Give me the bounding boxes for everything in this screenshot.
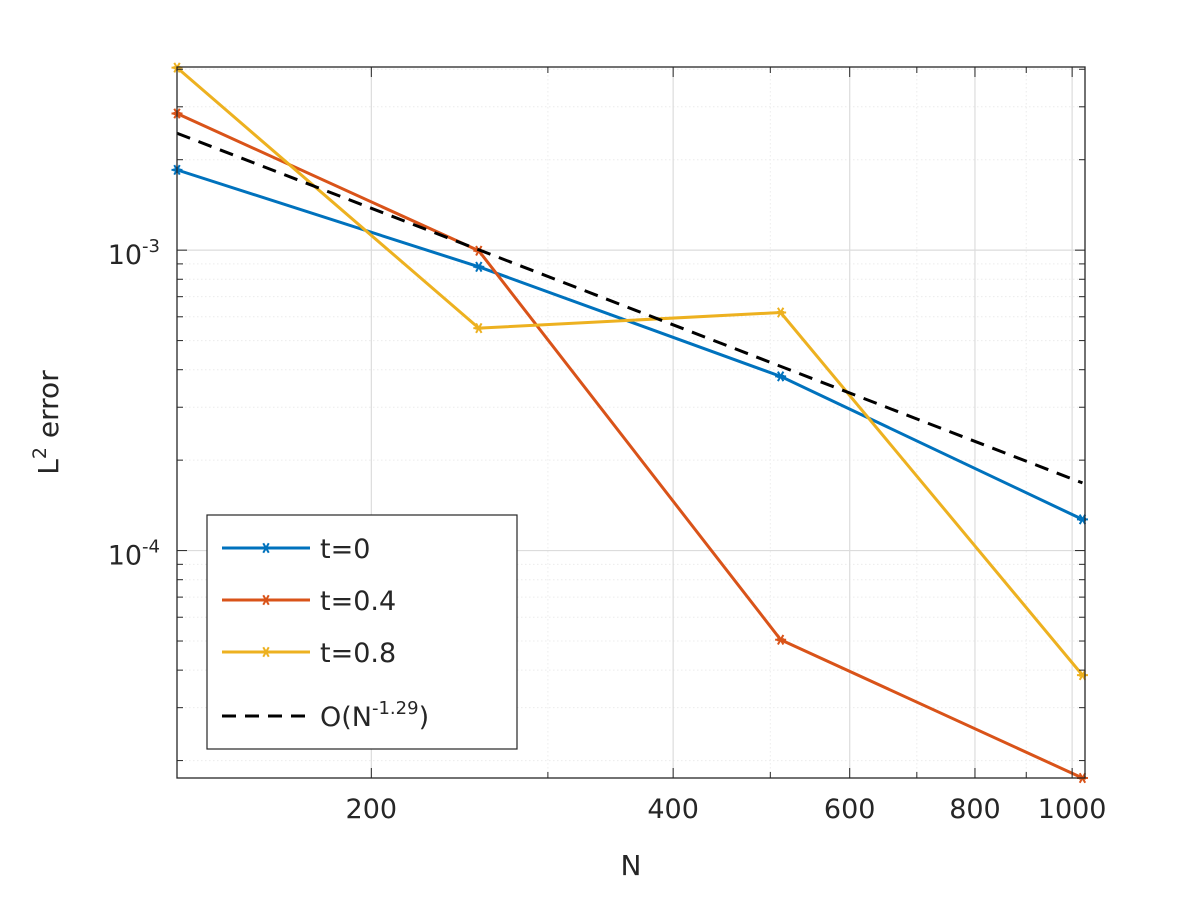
legend-item: t=0 bbox=[222, 534, 370, 565]
legend-label: O(N-1.29) bbox=[320, 698, 429, 733]
y-axis-label: L2 error bbox=[29, 370, 65, 475]
x-tick-label: 200 bbox=[346, 794, 398, 825]
y-axis-label-base: L bbox=[32, 459, 65, 475]
legend-label-sup: -1.29 bbox=[372, 698, 419, 719]
series-line bbox=[176, 112, 1084, 780]
y-axis-label-sup: 2 bbox=[29, 447, 51, 459]
legend-box bbox=[206, 514, 518, 750]
x-tick-label: 800 bbox=[949, 794, 1001, 825]
legend-label-close: ) bbox=[419, 702, 430, 733]
legend-label: t=0 bbox=[320, 534, 370, 565]
y-tick-label-base: 10 bbox=[108, 240, 142, 271]
legend: t=0 t=0.4 t=0.8 O(N-1.29) bbox=[206, 514, 518, 750]
x-tick-label: 400 bbox=[647, 794, 699, 825]
legend-label: t=0.4 bbox=[320, 586, 396, 617]
data-point bbox=[775, 634, 787, 645]
legend-label: t=0.8 bbox=[320, 638, 396, 669]
legend-item: t=0.8 bbox=[222, 638, 396, 669]
tick-marks bbox=[177, 67, 1085, 778]
series-layer bbox=[171, 62, 1088, 784]
minor-grid bbox=[177, 67, 1085, 778]
legend-item: t=0.4 bbox=[222, 586, 396, 617]
x-axis-label: N bbox=[621, 849, 642, 882]
legend-item: O(N-1.29) bbox=[222, 698, 429, 733]
series-line bbox=[176, 66, 1084, 677]
legend-marker bbox=[260, 594, 272, 606]
x-tick-label: 600 bbox=[824, 794, 876, 825]
reference-line bbox=[176, 131, 1084, 485]
major-grid bbox=[177, 67, 1085, 778]
legend-label-base: O(N bbox=[320, 702, 372, 733]
y-tick-label-exp: -3 bbox=[142, 236, 160, 257]
data-point bbox=[473, 261, 485, 273]
data-point bbox=[775, 307, 787, 318]
x-tick-label: 1000 bbox=[1038, 794, 1107, 825]
data-point bbox=[775, 371, 787, 382]
y-tick-label: 10-3 bbox=[108, 236, 160, 271]
legend-marker bbox=[260, 646, 272, 658]
legend-marker bbox=[260, 542, 272, 554]
series-1 bbox=[171, 108, 1088, 784]
y-tick-label-base: 10 bbox=[108, 541, 142, 572]
data-point bbox=[473, 322, 485, 334]
y-axis-label-rest: error bbox=[32, 370, 65, 447]
axes-box bbox=[176, 66, 1086, 779]
y-tick-label: 10-4 bbox=[108, 537, 160, 572]
y-tick-label-exp: -4 bbox=[142, 537, 160, 558]
series-3 bbox=[176, 131, 1084, 485]
